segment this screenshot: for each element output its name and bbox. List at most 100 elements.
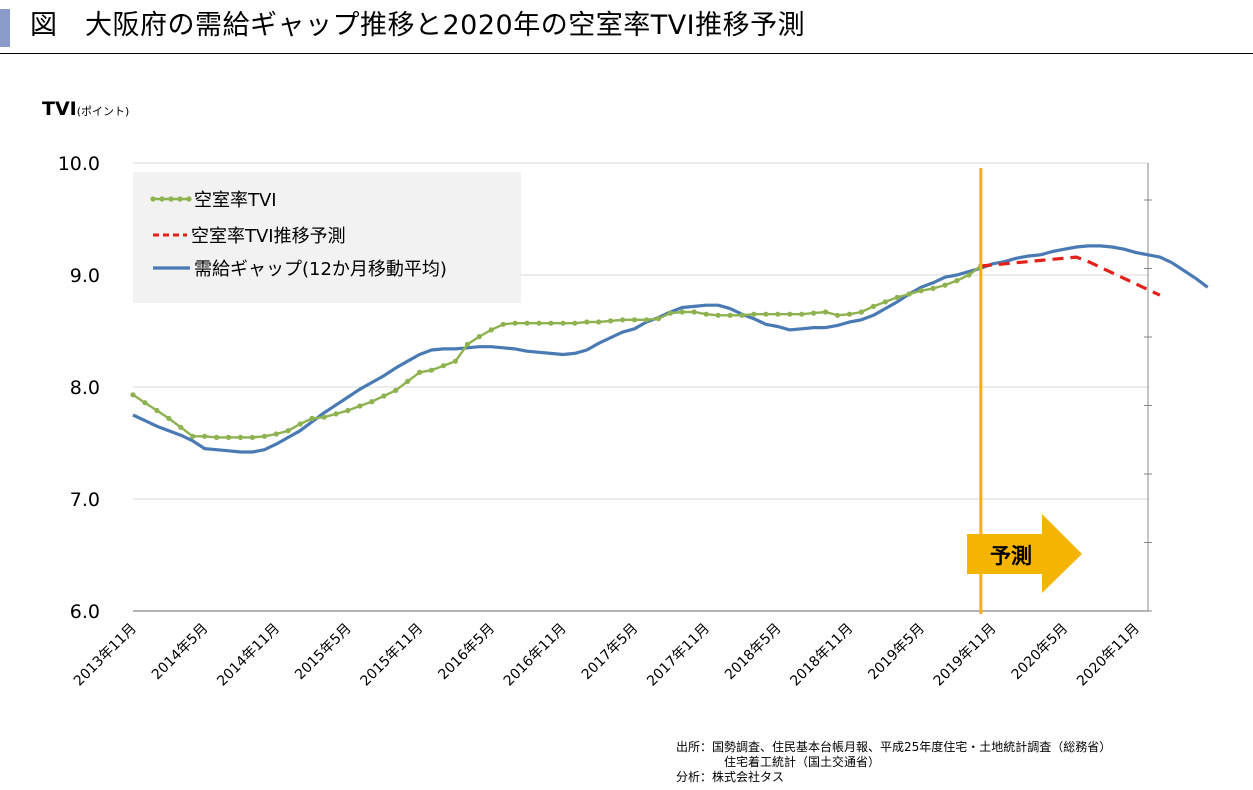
vacancy-tvi-point [202,433,208,439]
grid-lines [133,162,1148,500]
vacancy-tvi-point [130,392,136,398]
legend-entry-label: 空室率TVI [194,190,277,211]
vacancy-tvi-point [405,378,411,384]
vacancy-tvi-point [596,319,602,325]
vacancy-tvi-point [572,320,578,326]
vacancy-tvi-point [333,411,339,417]
vacancy-tvi-point [154,407,160,414]
vacancy-tvi-point [787,311,793,317]
vacancy-tvi-point [608,318,614,324]
vacancy-tvi-point [858,309,865,315]
y-axis-label: TVI(ポイント) [42,98,129,120]
vacancy-tvi-point [954,278,960,284]
vacancy-tvi-point [237,434,244,440]
vacancy-tvi-point [679,309,685,315]
vacancy-tvi-point [548,320,554,326]
vacancy-tvi-point [966,272,972,278]
vacancy-tvi-point [584,319,590,325]
vacancy-tvi-point [870,303,877,309]
vacancy-tvi-point [369,399,375,405]
series-lines [130,244,1209,454]
vacancy-tvi-point [715,312,721,318]
vacancy-tvi-point [273,431,279,437]
x-tick-label: 2020年11月 [1074,621,1143,690]
legend-entry-label: 空室率TVI推移予測 [191,226,346,247]
forecast-arrow-shape [967,514,1082,593]
title-divider [0,53,1253,54]
vacancy-tvi-point [631,317,638,323]
source-line-2: 住宅着工統計（国土交通省） [724,755,881,769]
vacancy-tvi-point [524,320,530,326]
vacancy-tvi-point [751,311,757,317]
vacancy-tvi-point [309,415,315,421]
vacancy-tvi-point [357,403,363,409]
vacancy-tvi-point [667,310,674,316]
title-accent-bar [0,9,10,47]
vacancy-tvi-point [488,327,494,333]
legend-swatch-point [186,196,192,202]
x-tick-label: 2019年5月 [865,621,928,684]
vacancy-tvi-point [727,312,733,318]
x-tick-label: 2015年11月 [358,621,427,690]
x-tick-label: 2020年5月 [1009,621,1072,684]
vacancy-tvi-point [345,407,351,414]
legend-swatch-point [150,196,156,202]
legend-swatch-point [168,196,174,202]
source-line-3: 分析：株式会社タス [676,770,785,784]
y-axis-label-unit: (ポイント) [76,105,130,118]
legend-box [133,172,521,303]
vacancy-tvi-point [906,291,912,297]
x-tick-label: 2019年11月 [931,621,1000,690]
y-axis-label-main: TVI [42,98,77,120]
title-bar: 図 大阪府の需給ギャップ推移と2020年の空室率TVI推移予測 [0,0,1253,54]
vacancy-tvi-point [691,309,697,315]
vacancy-tvi-point [440,363,447,369]
x-tick-label: 2018年11月 [787,621,856,690]
vacancy-tvi-point [703,311,709,317]
vacancy-tvi-point [846,311,853,317]
y-tick-labels: 10.0 9.0 8.0 7.0 6.0 [58,153,100,623]
vacancy-tvi-point [417,369,423,375]
x-tick-label: 2015年5月 [292,621,355,684]
vacancy-tvi-point [214,434,220,440]
vacancy-tvi-point [811,310,817,316]
vacancy-tvi-point [393,387,399,393]
x-tick-label: 2017年11月 [644,621,713,690]
x-tick-label: 2016年11月 [501,621,570,690]
vacancy-tvi-point [655,316,662,322]
x-tick-label: 2017年5月 [579,621,642,684]
vacancy-tvi-point [823,309,829,315]
vacancy-tvi-point [225,434,232,440]
vacancy-tvi-point [178,424,184,430]
y-tick-label: 9.0 [70,265,100,287]
vacancy-tvi-point [882,299,888,305]
x-tick-label: 2013年11月 [71,621,140,690]
legend-swatch-point [159,196,165,202]
x-tick-label: 2018年5月 [722,621,785,684]
x-tick-label: 2014年5月 [149,621,212,684]
vacancy-tvi-point [464,341,470,347]
x-tick-label: 2014年11月 [214,621,283,690]
vacancy-tvi-point [942,282,948,288]
vacancy-tvi-point [500,321,506,327]
vacancy-tvi-point [799,311,805,317]
x-tick-labels: 2013年11月 2014年5月 2014年11月 2015年5月 2015年11月 20… [71,621,1143,690]
vacancy-tvi-point [321,414,327,420]
y-tick-label: 8.0 [70,377,100,399]
forecast-label: 予測 [990,544,1032,568]
vacancy-tvi-point [512,320,518,326]
source-line-1: 出所：国勢調査、住民基本台帳月報、平成25年度住宅・土地統計調査（総務省） [676,740,1112,754]
y-tick-label: 10.0 [58,153,100,175]
vacancy-tvi-point [476,334,482,340]
vacancy-tvi-point [536,320,542,326]
y-tick-label: 7.0 [70,489,100,511]
vacancy-tvi-point [739,312,745,318]
y-tick-label: 6.0 [70,601,100,623]
x-tick-label: 2016年5月 [435,621,498,684]
vacancy-tvi-point [918,288,924,294]
vacancy-tvi-point [834,312,841,318]
page-title: 図 大阪府の需給ギャップ推移と2020年の空室率TVI推移予測 [30,10,806,41]
axes [133,163,1152,612]
